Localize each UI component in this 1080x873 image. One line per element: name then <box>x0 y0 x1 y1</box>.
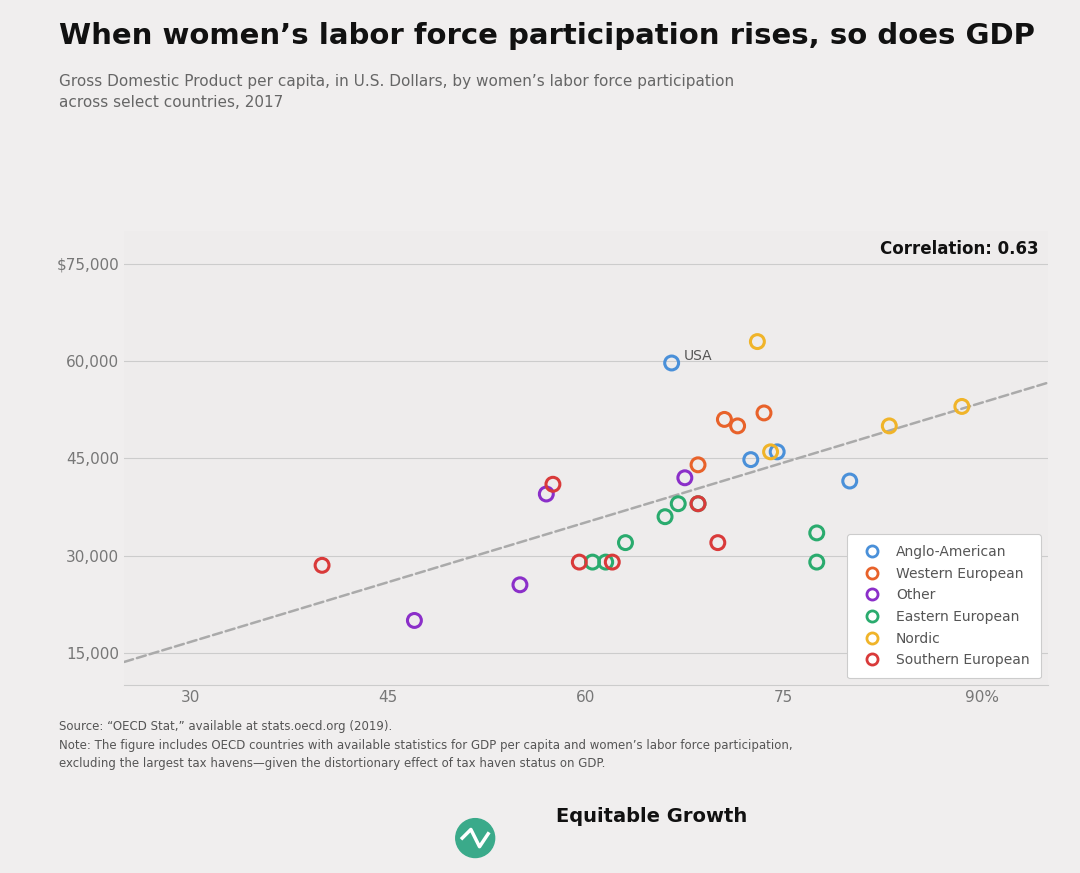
Point <box>729 419 746 433</box>
Text: Correlation: 0.63: Correlation: 0.63 <box>880 240 1038 258</box>
Text: Gross Domestic Product per capita, in U.S. Dollars, by women’s labor force parti: Gross Domestic Product per capita, in U.… <box>59 74 734 110</box>
Point <box>313 559 330 573</box>
Point <box>742 452 759 466</box>
Point <box>841 474 859 488</box>
Point <box>954 400 971 414</box>
Point <box>604 555 621 569</box>
Point <box>716 412 733 426</box>
Point <box>511 578 528 592</box>
Point <box>676 471 693 485</box>
Point <box>670 497 687 511</box>
Point <box>761 445 779 459</box>
Point <box>570 555 588 569</box>
Point <box>880 419 897 433</box>
Text: When women’s labor force participation rises, so does GDP: When women’s labor force participation r… <box>59 22 1036 50</box>
Point <box>689 497 706 511</box>
Point <box>584 555 602 569</box>
Point <box>406 614 423 628</box>
Point <box>748 334 766 348</box>
Point <box>808 555 825 569</box>
Point <box>769 445 786 459</box>
Point <box>597 555 615 569</box>
Point <box>808 526 825 540</box>
Point <box>544 478 562 491</box>
Point <box>617 536 634 550</box>
Point <box>663 356 680 370</box>
Point <box>755 406 772 420</box>
Text: Source: “OECD Stat,” available at stats.oecd.org (2019).
Note: The figure includ: Source: “OECD Stat,” available at stats.… <box>59 720 793 770</box>
Point <box>689 497 706 511</box>
Circle shape <box>456 819 495 857</box>
Point <box>657 510 674 524</box>
Point <box>710 536 727 550</box>
Point <box>689 457 706 471</box>
Legend: Anglo-American, Western European, Other, Eastern European, Nordic, Southern Euro: Anglo-American, Western European, Other,… <box>848 534 1041 678</box>
Text: USA: USA <box>684 349 713 363</box>
Text: Equitable Growth: Equitable Growth <box>556 807 747 826</box>
Point <box>538 487 555 501</box>
